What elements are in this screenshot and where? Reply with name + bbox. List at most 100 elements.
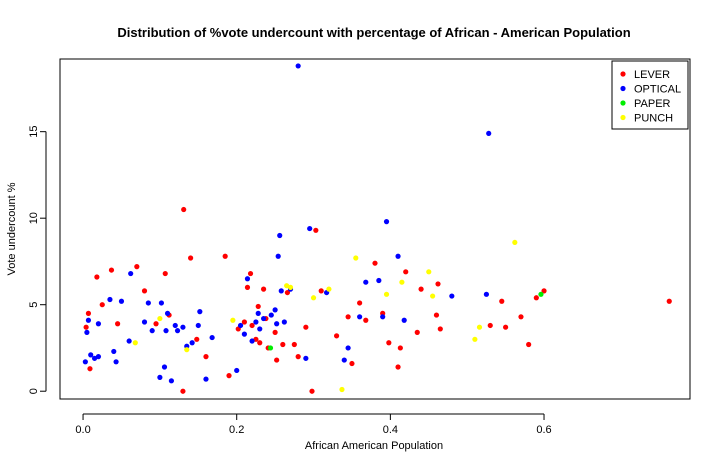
data-point — [313, 227, 319, 233]
data-point — [275, 253, 281, 259]
data-point — [272, 329, 278, 335]
data-point — [203, 354, 209, 360]
data-point — [357, 300, 363, 306]
series-punch — [132, 239, 518, 393]
y-axis-label: Vote undercount % — [6, 182, 18, 275]
data-point — [486, 130, 492, 137]
data-point — [141, 288, 148, 294]
data-point — [141, 319, 148, 325]
data-point — [203, 376, 209, 382]
data-point — [188, 255, 194, 261]
data-point — [386, 340, 392, 346]
legend-marker — [620, 71, 626, 77]
data-point — [118, 298, 125, 304]
data-point — [268, 312, 274, 318]
data-point — [195, 322, 201, 329]
data-point — [418, 286, 424, 292]
data-point — [395, 253, 401, 259]
data-point — [257, 340, 263, 346]
data-point — [280, 341, 286, 348]
data-point — [295, 63, 301, 69]
data-points — [82, 63, 672, 394]
data-point — [353, 255, 359, 261]
data-point — [113, 359, 119, 365]
data-point — [345, 345, 351, 351]
y-tick-label: 10 — [28, 212, 40, 224]
data-point — [168, 378, 175, 384]
data-point — [291, 341, 297, 348]
data-point — [85, 317, 92, 323]
data-point — [255, 303, 261, 310]
data-point — [414, 329, 420, 335]
x-axis-label: African American Population — [305, 440, 443, 452]
data-point — [149, 328, 155, 334]
data-point — [161, 364, 168, 370]
data-point — [180, 324, 186, 330]
series-paper — [267, 291, 544, 351]
data-point — [107, 296, 113, 303]
data-point — [307, 225, 313, 232]
data-point — [145, 300, 151, 306]
data-point — [164, 310, 171, 316]
data-point — [403, 269, 409, 275]
data-point — [115, 321, 121, 327]
data-point — [435, 281, 441, 287]
data-point — [318, 288, 324, 294]
data-point — [189, 340, 195, 346]
data-point — [163, 328, 169, 334]
y-tick-label: 5 — [28, 302, 40, 308]
data-point — [157, 315, 163, 322]
data-point — [99, 302, 105, 308]
data-point — [249, 338, 255, 344]
data-point — [303, 324, 309, 330]
data-point — [278, 288, 284, 294]
data-point — [341, 357, 347, 363]
data-point — [95, 321, 102, 327]
data-point — [260, 315, 267, 322]
data-point — [95, 354, 102, 360]
data-point — [111, 348, 117, 355]
data-point — [472, 336, 478, 342]
data-point — [234, 367, 240, 374]
data-point — [281, 319, 287, 325]
legend-label: LEVER — [634, 69, 670, 81]
data-point — [309, 388, 315, 394]
legend-label: OPTICAL — [634, 84, 681, 96]
x-tick-label: 0.2 — [229, 424, 244, 436]
data-point — [372, 260, 378, 266]
data-point — [383, 291, 390, 297]
data-point — [380, 314, 386, 320]
y-tick-label: 0 — [28, 388, 40, 394]
data-point — [260, 286, 267, 292]
data-point — [222, 253, 228, 259]
legend-marker — [620, 100, 626, 106]
data-point — [272, 307, 278, 313]
data-point — [162, 270, 168, 277]
data-point — [83, 324, 89, 330]
data-point — [241, 319, 247, 325]
data-point — [277, 232, 283, 239]
data-point — [255, 310, 261, 316]
data-point — [88, 352, 94, 358]
data-point — [357, 314, 363, 320]
legend-label: PAPER — [634, 98, 671, 110]
data-point — [499, 298, 505, 304]
x-tick-label: 0.6 — [536, 424, 551, 436]
data-point — [184, 347, 190, 353]
data-point — [376, 277, 382, 284]
data-point — [399, 279, 405, 285]
data-point — [383, 219, 390, 225]
data-point — [449, 293, 455, 299]
data-point — [397, 345, 403, 351]
x-tick-label: 0.0 — [75, 424, 90, 436]
data-point — [666, 298, 672, 304]
legend-marker — [620, 114, 626, 121]
data-point — [126, 338, 132, 344]
data-point — [197, 309, 203, 315]
data-point — [274, 321, 280, 327]
plot-area — [59, 58, 691, 400]
chart-title: Distribution of %vote undercount with pe… — [117, 25, 630, 40]
x-axis: 0.0 0.2 0.4 0.6 — [75, 413, 552, 436]
data-point — [153, 321, 159, 327]
